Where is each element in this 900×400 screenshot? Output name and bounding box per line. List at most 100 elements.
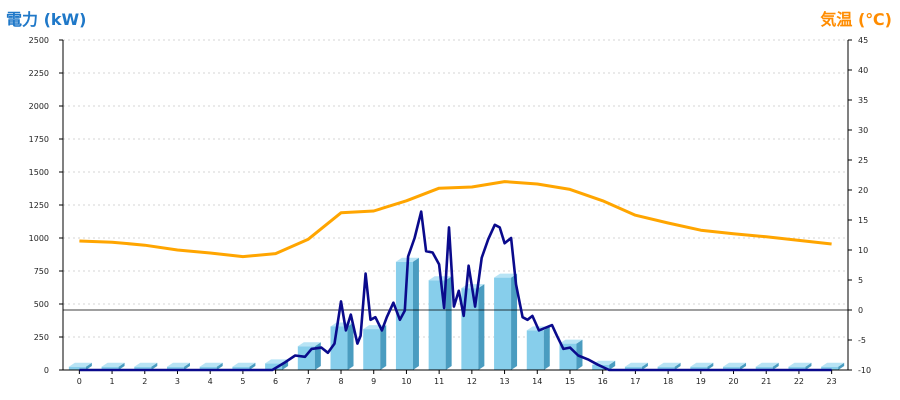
bar-side	[151, 362, 158, 370]
x-tick-label: 18	[663, 377, 673, 386]
x-tick-label: 10	[401, 377, 411, 386]
bar-top	[68, 362, 92, 367]
bar-side	[641, 362, 648, 370]
bar-front	[526, 330, 544, 370]
x-tick-label: 20	[728, 377, 738, 386]
right-tick-label: 30	[858, 126, 868, 135]
right-tick-label: 45	[858, 36, 868, 45]
bar-front	[297, 346, 315, 370]
x-tick-label: 19	[696, 377, 706, 386]
left-tick-label: 0	[44, 366, 49, 375]
bar-side	[772, 362, 779, 370]
bar-front	[494, 277, 512, 370]
bar-top	[166, 362, 190, 367]
bar-side	[314, 342, 321, 370]
x-tick-label: 15	[565, 377, 575, 386]
bar-side	[118, 362, 125, 370]
bar-front	[363, 329, 381, 370]
bar-side	[674, 362, 681, 370]
bar-side	[609, 360, 616, 370]
bar-side	[740, 362, 747, 370]
bar-front	[690, 366, 708, 370]
x-tick-label: 6	[273, 377, 278, 386]
x-tick-label: 22	[794, 377, 804, 386]
right-tick-label: 0	[858, 306, 863, 315]
x-tick-label: 2	[142, 377, 147, 386]
left-tick-label: 2000	[29, 102, 49, 111]
left-tick-label: 2500	[29, 36, 49, 45]
bar-top	[101, 362, 125, 367]
bar-top	[494, 273, 518, 278]
line-series	[79, 180, 832, 372]
x-tick-label: 7	[306, 377, 311, 386]
bar-side	[543, 326, 550, 370]
right-axis-title: 気温 (℃)	[820, 10, 892, 29]
temperature-line	[79, 180, 832, 259]
bar-side	[838, 362, 845, 370]
bar-top	[232, 362, 256, 367]
bar-top	[723, 362, 747, 367]
bar-front	[657, 366, 675, 370]
bar-top	[755, 362, 779, 367]
bar-side	[249, 362, 256, 370]
right-tick-label: 20	[858, 186, 868, 195]
bar-side	[412, 257, 419, 370]
bar-side	[805, 362, 812, 370]
bar-side	[380, 325, 387, 370]
bar-side	[707, 362, 714, 370]
bar-side	[216, 362, 223, 370]
x-tick-label: 0	[77, 377, 82, 386]
bar-front	[101, 366, 119, 370]
x-tick-label: 1	[110, 377, 115, 386]
bar-front	[624, 366, 642, 370]
bar-series	[68, 257, 845, 370]
bar-top	[297, 342, 321, 347]
x-tick-label: 9	[371, 377, 376, 386]
left-tick-label: 250	[34, 333, 49, 342]
gridlines	[63, 39, 848, 338]
bar-top	[788, 362, 812, 367]
bar-top	[134, 362, 158, 367]
bar-side	[347, 322, 354, 370]
bar-top	[690, 362, 714, 367]
right-tick-label: -5	[858, 336, 866, 345]
left-tick-label: 1750	[29, 135, 49, 144]
left-tick-label: 2250	[29, 69, 49, 78]
bar-front	[134, 366, 152, 370]
bar-front	[199, 366, 217, 370]
bar-side	[85, 362, 92, 370]
x-tick-label: 16	[598, 377, 608, 386]
left-tick-label: 1500	[29, 168, 49, 177]
x-tick-label: 11	[434, 377, 444, 386]
bar-top	[199, 362, 223, 367]
bar-front	[723, 366, 741, 370]
right-tick-label: 5	[858, 276, 863, 285]
bar-front	[166, 366, 184, 370]
x-tick-label: 17	[630, 377, 640, 386]
bar-front	[755, 366, 773, 370]
bar-front	[821, 366, 839, 370]
bar-front	[265, 363, 283, 370]
x-tick-label: 21	[761, 377, 771, 386]
bar-top	[559, 339, 583, 344]
x-tick-label: 3	[175, 377, 180, 386]
right-tick-label: 35	[858, 96, 868, 105]
left-tick-label: 750	[34, 267, 49, 276]
bar-front	[232, 366, 250, 370]
left-tick-label: 500	[34, 300, 49, 309]
power-line	[79, 210, 832, 372]
x-tick-label: 5	[240, 377, 245, 386]
tick-labels: 02505007501000125015001750200022502500-1…	[29, 36, 871, 386]
left-tick-label: 1250	[29, 201, 49, 210]
bar-top	[265, 359, 289, 364]
right-tick-label: 15	[858, 216, 868, 225]
bar-front	[788, 366, 806, 370]
bar-top	[821, 362, 845, 367]
bar-side	[478, 284, 485, 370]
right-tick-label: 10	[858, 246, 868, 255]
bar-front	[68, 366, 86, 370]
axes	[59, 39, 852, 374]
bar-front	[428, 280, 446, 370]
bar-top	[624, 362, 648, 367]
